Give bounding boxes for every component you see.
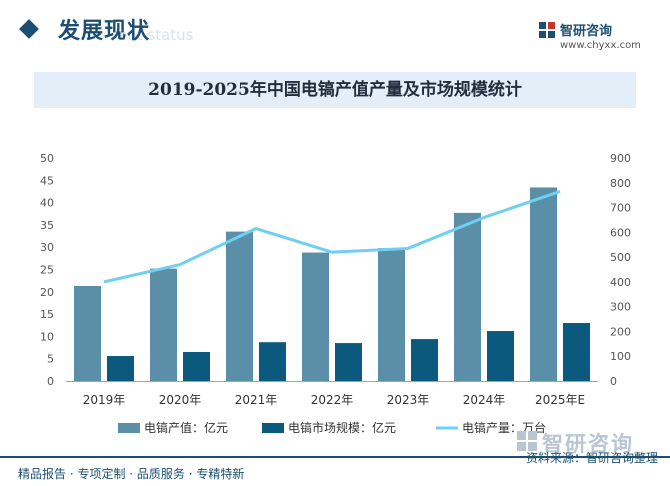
bar-market-size xyxy=(259,342,286,381)
x-tick-label: 2021年 xyxy=(235,393,278,407)
bar-market-size xyxy=(487,331,514,381)
bar-output-value xyxy=(454,212,481,381)
legend-swatch-1 xyxy=(262,423,284,433)
y-right-tick-label: 300 xyxy=(610,301,631,314)
bar-output-value xyxy=(150,268,177,381)
x-tick-label: 2020年 xyxy=(159,393,202,407)
y-right-tick-label: 600 xyxy=(610,226,631,239)
y-right-tick-label: 900 xyxy=(610,152,631,165)
y-right-tick-label: 400 xyxy=(610,276,631,289)
footer-brand-logo-icon xyxy=(517,431,537,451)
x-tick-label: 2023年 xyxy=(387,393,430,407)
footer-divider xyxy=(0,456,670,458)
x-tick-label: 2025年E xyxy=(535,393,585,407)
line-production-volume xyxy=(103,190,561,284)
data-source: 资料来源：智研咨询整理 xyxy=(525,451,658,465)
footer-slogan: 精品报告 · 专项定制 · 品质服务 · 专精特新 xyxy=(18,467,245,481)
y-right-tick-label: 800 xyxy=(610,177,631,190)
y-left-tick-label: 30 xyxy=(40,241,54,254)
y-right-tick-label: 700 xyxy=(610,202,631,215)
y-left-tick-label: 25 xyxy=(40,264,54,277)
bar-output-value xyxy=(530,187,557,381)
bar-market-size xyxy=(411,339,438,381)
bar-output-value xyxy=(226,231,253,381)
chart-title-banner: 2019-2025年中国电镐产值产量及市场规模统计 xyxy=(34,72,636,108)
brand-block[interactable]: 智研咨询 www.chyxx.com xyxy=(538,20,648,54)
bar-output-value xyxy=(378,248,405,381)
page-header: ent status 发展现状 智研咨询 www.chyxx.com xyxy=(0,0,670,60)
header-subtitle: ent status xyxy=(118,26,194,44)
y-left-tick-label: 35 xyxy=(40,219,54,232)
x-tick-label: 2024年 xyxy=(463,393,506,407)
bar-output-value xyxy=(302,252,329,381)
y-left-tick-label: 15 xyxy=(40,308,54,321)
y-left-tick-label: 50 xyxy=(40,152,54,165)
y-left-tick-label: 5 xyxy=(47,353,54,366)
bar-market-size xyxy=(107,356,134,381)
x-tick-label: 2019年 xyxy=(83,393,126,407)
footer-brand-name: 智研咨询 xyxy=(542,432,634,456)
page-title: 发展现状 xyxy=(58,19,151,44)
x-tick-label: 2022年 xyxy=(311,393,354,407)
y-right-tick-label: 100 xyxy=(610,350,631,363)
y-left-tick-label: 0 xyxy=(47,375,54,388)
brand-name: 智研咨询 xyxy=(560,24,613,39)
y-left-tick-label: 40 xyxy=(40,197,54,210)
bar-output-value xyxy=(74,286,101,381)
bar-market-size xyxy=(563,323,590,381)
bar-market-size xyxy=(335,343,362,381)
legend-label: 电镐产值：亿元 xyxy=(144,420,228,435)
brand-logo-icon xyxy=(539,22,555,38)
legend-label: 电镐市场规模：亿元 xyxy=(288,420,396,435)
y-left-tick-label: 45 xyxy=(40,174,54,187)
y-left-tick-label: 20 xyxy=(40,286,54,299)
brand-url: www.chyxx.com xyxy=(560,40,641,51)
y-right-tick-label: 500 xyxy=(610,251,631,264)
y-right-tick-label: 0 xyxy=(610,375,617,388)
legend-swatch-0 xyxy=(118,423,140,433)
chart-title: 2019-2025年中国电镐产值产量及市场规模统计 xyxy=(148,80,522,100)
y-left-tick-label: 10 xyxy=(40,330,54,343)
bar-market-size xyxy=(183,352,210,381)
footer-brand-watermark: 智研咨询 xyxy=(516,428,656,456)
y-right-tick-label: 200 xyxy=(610,325,631,338)
